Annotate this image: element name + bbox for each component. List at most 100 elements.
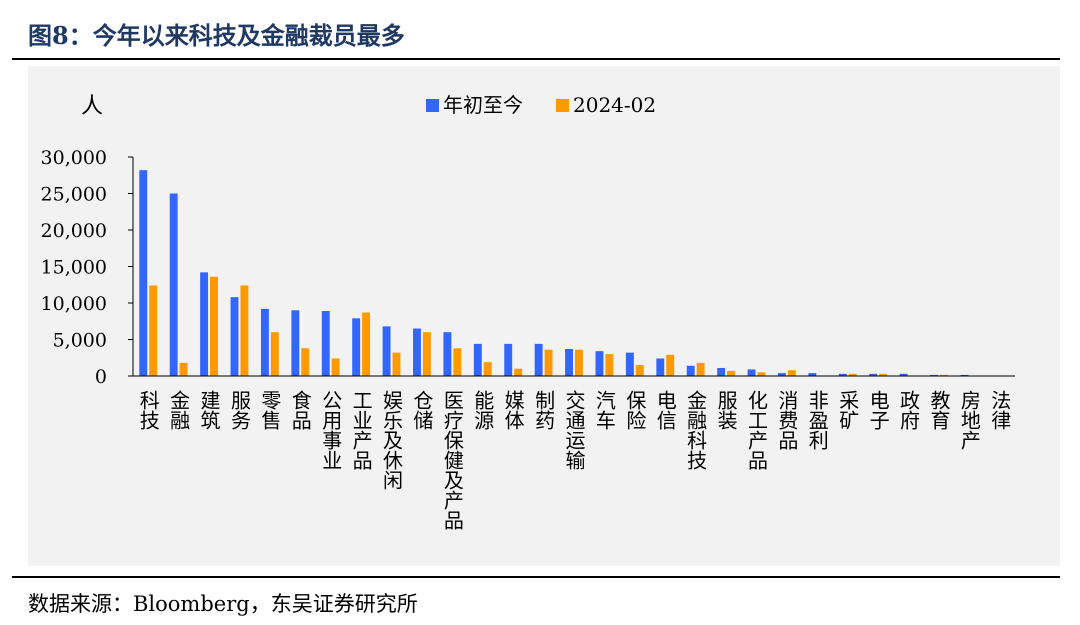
bar-feb <box>787 370 796 376</box>
x-tick-label: 服务 <box>227 390 251 430</box>
y-tick-label: 5,000 <box>53 330 107 352</box>
bar-ytd <box>352 318 361 376</box>
x-tick-label: 能源 <box>471 390 495 430</box>
bar-ytd <box>473 343 482 376</box>
bar-ytd <box>869 373 878 376</box>
bar-ytd <box>960 374 969 376</box>
x-tick-label: 非盈利 <box>805 390 829 450</box>
bar-ytd <box>838 373 847 376</box>
bar-ytd <box>139 170 148 376</box>
x-tick-label: 政府 <box>897 390 921 430</box>
bar-feb <box>514 368 523 376</box>
bar-feb <box>453 348 462 376</box>
bar-ytd <box>625 352 634 376</box>
x-tick-label: 工业产品 <box>349 390 373 470</box>
x-tick-label: 金融科技 <box>684 390 708 470</box>
legend-swatch <box>556 99 569 112</box>
title-rule <box>12 58 1060 60</box>
bar-ytd <box>717 367 726 376</box>
bar-ytd <box>686 365 695 376</box>
x-tick-label: 科技 <box>136 390 160 430</box>
x-tick-label: 仓储 <box>410 390 434 430</box>
bar-feb <box>210 276 218 376</box>
bar-feb <box>757 372 766 376</box>
y-tick-label: 20,000 <box>41 220 107 242</box>
bar-ytd <box>200 272 209 376</box>
y-tick-label: 30,000 <box>41 147 107 169</box>
x-tick-label: 汽车 <box>592 390 616 430</box>
x-tick-label: 交通运输 <box>562 390 586 470</box>
bar-feb <box>879 373 888 376</box>
bar-feb <box>939 374 948 376</box>
x-tick-label: 媒体 <box>501 390 525 430</box>
x-tick-label: 医疗保健及产品 <box>440 390 464 530</box>
bar-ytd <box>382 326 391 376</box>
bar-ytd <box>808 373 817 376</box>
bar-feb <box>362 312 371 376</box>
bar-ytd <box>260 308 269 376</box>
bar-feb <box>422 332 431 376</box>
x-tick-label: 房地产 <box>957 390 981 450</box>
legend-label: 2024-02 <box>573 93 656 117</box>
x-tick-label: 化工产品 <box>744 390 768 470</box>
bar-feb <box>635 365 644 376</box>
y-tick-label: 0 <box>95 366 107 388</box>
x-tick-label: 制药 <box>532 390 556 430</box>
bar-feb <box>605 354 614 376</box>
x-tick-label: 教育 <box>927 390 951 431</box>
bar-feb <box>575 349 583 376</box>
bar-feb <box>483 362 492 376</box>
x-tick-label: 电子 <box>866 390 890 430</box>
bar-ytd <box>291 310 300 376</box>
bar-feb <box>301 348 310 376</box>
x-tick-label: 采矿 <box>836 390 860 430</box>
legend-label: 年初至今 <box>443 93 523 117</box>
bar-ytd <box>777 373 786 376</box>
source-rule <box>12 576 1060 578</box>
x-tick-label: 服装 <box>714 390 738 430</box>
x-tick-label: 电信 <box>653 390 677 430</box>
x-tick-label: 公用事业 <box>319 390 343 470</box>
bar-feb <box>240 285 249 376</box>
x-tick-label: 零售 <box>258 390 282 430</box>
y-axis-label: 人 <box>81 94 103 119</box>
x-tick-label: 法律 <box>988 390 1012 430</box>
bar-feb <box>179 362 188 376</box>
bar-ytd <box>504 343 513 376</box>
bar-ytd <box>747 369 756 376</box>
bar-feb <box>331 358 340 376</box>
x-tick-label: 保险 <box>623 390 647 430</box>
bar-ytd <box>656 358 665 376</box>
x-tick-label: 建筑 <box>197 390 221 430</box>
y-tick-label: 10,000 <box>41 293 107 315</box>
bar-feb <box>696 362 705 376</box>
legend-swatch <box>426 99 439 112</box>
bar-ytd <box>413 328 421 376</box>
bar-ytd <box>899 373 908 376</box>
x-tick-label: 食品 <box>288 390 312 430</box>
source-note: 数据来源：Bloomberg，东吴证券研究所 <box>28 592 418 616</box>
x-tick-label: 金融 <box>167 390 191 430</box>
bar-ytd <box>169 193 178 376</box>
bar-ytd <box>321 311 330 376</box>
y-tick-label: 15,000 <box>41 257 107 279</box>
bar-feb <box>544 349 553 376</box>
figure-title: 图8：今年以来科技及金融裁员最多 <box>28 21 405 50</box>
bar-feb <box>666 354 675 376</box>
bar-feb <box>848 373 857 376</box>
bar-ytd <box>565 348 573 376</box>
bar-ytd <box>595 351 604 376</box>
bar-feb <box>149 285 158 376</box>
bar-feb <box>727 370 735 376</box>
bar-ytd <box>534 343 543 376</box>
y-tick-label: 25,000 <box>41 184 107 206</box>
x-tick-label: 娱乐及休闲 <box>380 390 404 490</box>
bar-ytd <box>930 374 938 376</box>
bar-feb <box>270 332 279 376</box>
bar-ytd <box>443 332 452 376</box>
x-tick-label: 消费品 <box>775 390 799 450</box>
bar-ytd <box>230 297 239 376</box>
bar-feb <box>392 352 401 376</box>
chart-area <box>28 66 1060 566</box>
